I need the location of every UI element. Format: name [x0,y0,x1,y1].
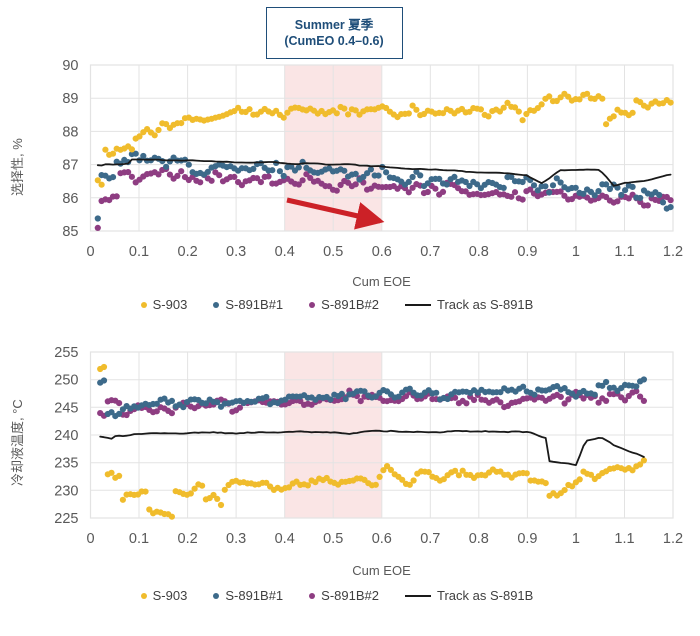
svg-text:0.4: 0.4 [275,531,295,547]
svg-text:1.2: 1.2 [663,531,683,547]
svg-text:235: 235 [54,455,78,471]
svg-text:0.6: 0.6 [372,531,392,547]
svg-text:230: 230 [54,483,78,499]
svg-text:1: 1 [572,531,580,547]
svg-text:250: 250 [54,372,78,388]
svg-text:0.5: 0.5 [323,531,343,547]
svg-text:0.8: 0.8 [469,531,489,547]
svg-text:0: 0 [86,531,94,547]
svg-text:245: 245 [54,400,78,416]
svg-text:0.9: 0.9 [517,531,537,547]
svg-text:0.7: 0.7 [420,531,440,547]
svg-text:0.1: 0.1 [129,531,149,547]
svg-text:0.3: 0.3 [226,531,246,547]
svg-text:225: 225 [54,511,78,527]
svg-text:255: 255 [54,345,78,361]
svg-text:0.2: 0.2 [178,531,198,547]
svg-text:1.1: 1.1 [614,531,634,547]
svg-text:240: 240 [54,428,78,444]
